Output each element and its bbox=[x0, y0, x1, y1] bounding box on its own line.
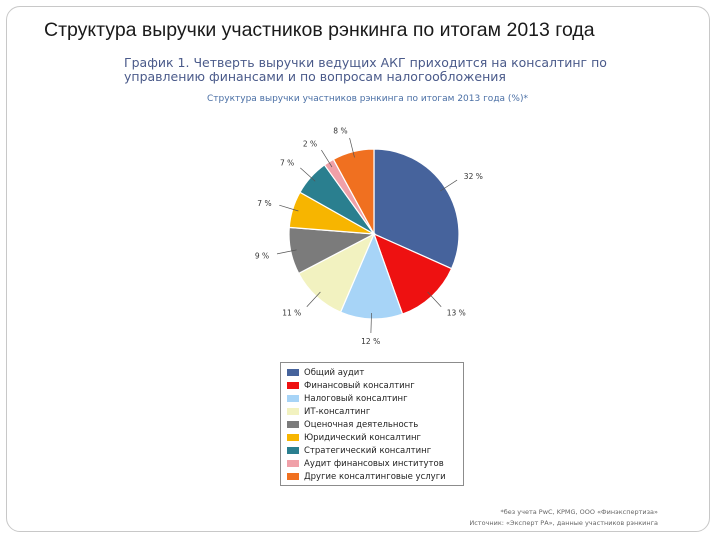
legend-item-6: Стратегический консалтинг bbox=[287, 444, 463, 457]
pie-data-label-4: 9 % bbox=[255, 252, 269, 261]
legend-label: Юридический консалтинг bbox=[304, 432, 422, 443]
legend-label: Оценочная деятельность bbox=[304, 419, 419, 430]
chart-legend: Общий аудит Финансовый консалтинг Налоговы… bbox=[280, 362, 464, 486]
pie-data-label-1: 13 % bbox=[447, 309, 466, 318]
legend-label: ИТ-консалтинг bbox=[304, 406, 371, 417]
legend-item-1: Финансовый консалтинг bbox=[287, 379, 463, 392]
legend-label: Аудит финансовых институтов bbox=[304, 458, 444, 469]
pie-leader-line-8 bbox=[349, 137, 355, 158]
legend-swatch bbox=[287, 395, 299, 402]
legend-item-4: Оценочная деятельность bbox=[287, 418, 463, 431]
pie-leader-line-7 bbox=[321, 149, 333, 168]
legend-label: Налоговый консалтинг bbox=[304, 393, 408, 404]
footnote: *без учета РwС, KPMG, ООО «Финэкспертиза… bbox=[500, 508, 659, 516]
chart-title: График 1. Четверть выручки ведущих АКГ п… bbox=[124, 55, 607, 84]
legend-label: Стратегический консалтинг bbox=[304, 445, 432, 456]
pie-data-label-2: 12 % bbox=[361, 337, 380, 346]
legend-swatch bbox=[287, 421, 299, 428]
legend-swatch bbox=[287, 382, 299, 389]
pie-leader-line-4 bbox=[276, 249, 297, 255]
legend-swatch bbox=[287, 460, 299, 467]
pie-data-label-6: 7 % bbox=[280, 159, 294, 168]
legend-item-0: Общий аудит bbox=[287, 366, 463, 379]
legend-swatch bbox=[287, 408, 299, 415]
legend-item-5: Юридический консалтинг bbox=[287, 431, 463, 444]
pie-leader-line-2 bbox=[370, 312, 372, 334]
pie-data-label-0: 32 % bbox=[464, 172, 483, 181]
pie-data-label-3: 11 % bbox=[282, 309, 301, 318]
legend-item-2: Налоговый консалтинг bbox=[287, 392, 463, 405]
chart-subtitle: Структура выручки участников рэнкинга по… bbox=[207, 94, 528, 104]
slide-title: Структура выручки участников рэнкинга по… bbox=[44, 19, 595, 41]
slide-frame bbox=[6, 6, 710, 532]
pie-leader-line-3 bbox=[306, 291, 321, 307]
legend-item-7: Аудит финансовых институтов bbox=[287, 457, 463, 470]
legend-swatch bbox=[287, 473, 299, 480]
pie-leader-line-5 bbox=[279, 204, 299, 212]
source-note: Источник: «Эксперт РА», данные участнико… bbox=[469, 519, 658, 527]
legend-item-8: Другие консалтинговые услуги bbox=[287, 470, 463, 483]
legend-swatch bbox=[287, 434, 299, 441]
pie-data-label-5: 7 % bbox=[257, 199, 271, 208]
legend-label: Другие консалтинговые услуги bbox=[304, 471, 446, 482]
pie-leader-line-1 bbox=[427, 291, 442, 307]
pie-data-label-8: 8 % bbox=[333, 126, 347, 135]
pie-leader-line-0 bbox=[440, 179, 458, 192]
legend-label: Общий аудит bbox=[304, 367, 365, 378]
pie-leader-line-6 bbox=[300, 167, 316, 182]
legend-item-3: ИТ-консалтинг bbox=[287, 405, 463, 418]
legend-swatch bbox=[287, 369, 299, 376]
legend-swatch bbox=[287, 447, 299, 454]
pie-data-label-7: 2 % bbox=[303, 139, 317, 148]
legend-label: Финансовый консалтинг bbox=[304, 380, 415, 391]
